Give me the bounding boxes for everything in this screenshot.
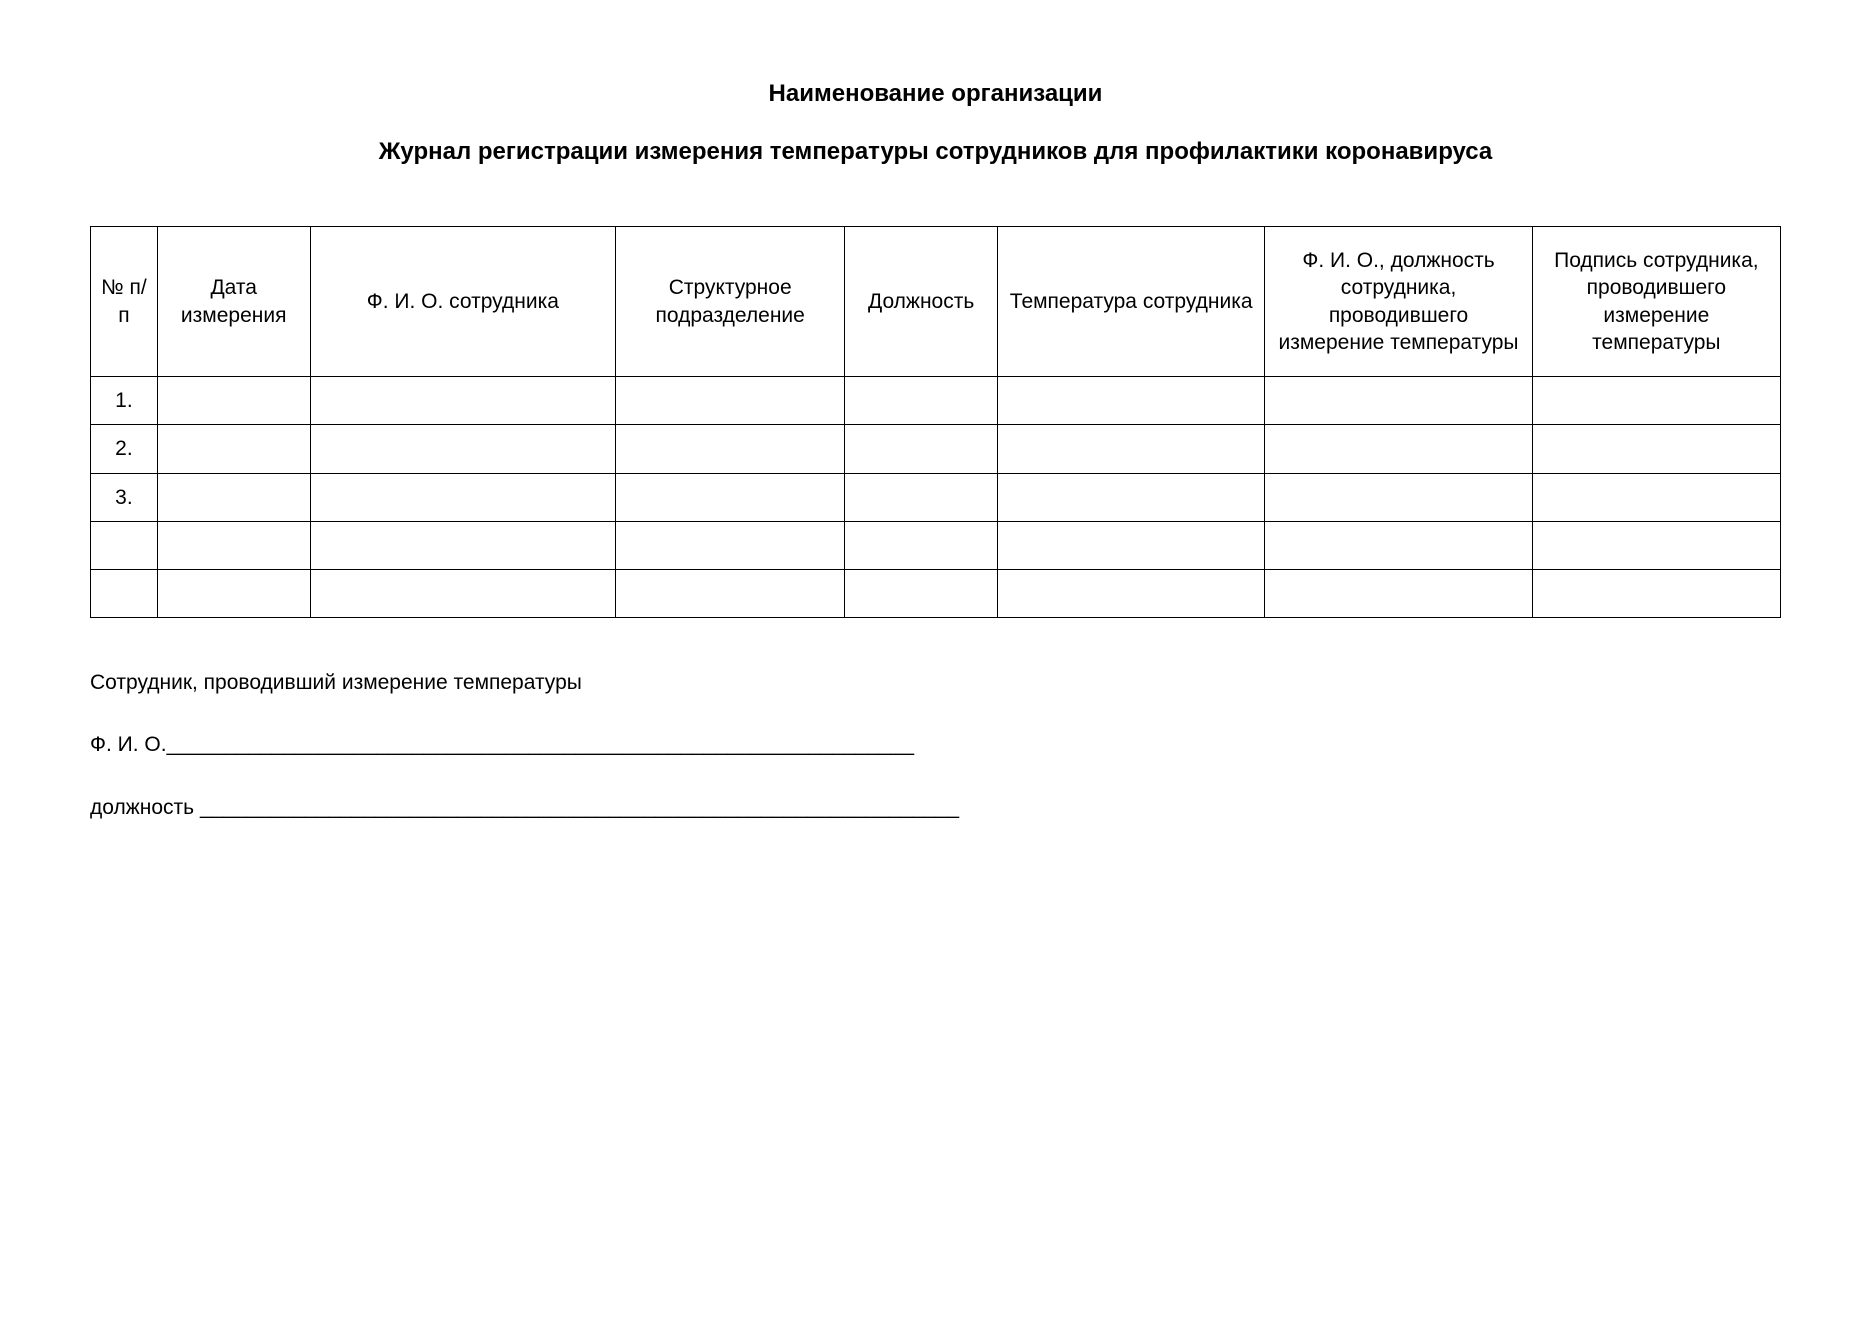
table-row (91, 569, 1781, 617)
cell-number: 1. (91, 377, 158, 425)
cell-date (157, 521, 310, 569)
col-header-signature: Подпись сотрудника, проводившего измерен… (1532, 227, 1780, 377)
table-row: 3. (91, 473, 1781, 521)
col-header-temperature: Температура сотрудника (998, 227, 1265, 377)
col-header-position: Должность (845, 227, 998, 377)
footer-section: Сотрудник, проводивший измерение темпера… (90, 658, 1781, 833)
cell-employee-name (310, 473, 616, 521)
cell-measurer (1265, 425, 1532, 473)
cell-measurer (1265, 473, 1532, 521)
organization-title: Наименование организации (90, 80, 1781, 108)
cell-signature (1532, 569, 1780, 617)
cell-employee-name (310, 521, 616, 569)
cell-department (616, 521, 845, 569)
footer-position-line: должность ______________________________… (90, 783, 1781, 833)
cell-department (616, 473, 845, 521)
cell-signature (1532, 425, 1780, 473)
cell-date (157, 473, 310, 521)
col-header-employee-name: Ф. И. О. сотрудника (310, 227, 616, 377)
cell-temperature (998, 521, 1265, 569)
cell-measurer (1265, 377, 1532, 425)
cell-date (157, 425, 310, 473)
document-title: Журнал регистрации измерения температуры… (90, 138, 1781, 166)
cell-employee-name (310, 377, 616, 425)
col-header-department: Структурное подразделение (616, 227, 845, 377)
cell-temperature (998, 473, 1265, 521)
cell-signature (1532, 473, 1780, 521)
cell-temperature (998, 377, 1265, 425)
cell-date (157, 569, 310, 617)
cell-date (157, 377, 310, 425)
cell-position (845, 521, 998, 569)
cell-department (616, 569, 845, 617)
cell-number: 2. (91, 425, 158, 473)
col-header-number: № п/п (91, 227, 158, 377)
temperature-log-table: № п/п Дата измерения Ф. И. О. сотрудника… (90, 226, 1781, 618)
cell-signature (1532, 377, 1780, 425)
col-header-date: Дата измерения (157, 227, 310, 377)
cell-number (91, 521, 158, 569)
cell-position (845, 377, 998, 425)
cell-department (616, 425, 845, 473)
footer-measurer-label: Сотрудник, проводивший измерение темпера… (90, 658, 1781, 708)
cell-department (616, 377, 845, 425)
cell-temperature (998, 425, 1265, 473)
cell-employee-name (310, 569, 616, 617)
cell-number: 3. (91, 473, 158, 521)
table-header-row: № п/п Дата измерения Ф. И. О. сотрудника… (91, 227, 1781, 377)
table-row: 1. (91, 377, 1781, 425)
table-row: 2. (91, 425, 1781, 473)
cell-number (91, 569, 158, 617)
cell-measurer (1265, 569, 1532, 617)
table-row (91, 521, 1781, 569)
cell-temperature (998, 569, 1265, 617)
footer-fio-line: Ф. И. О.________________________________… (90, 720, 1781, 770)
cell-position (845, 569, 998, 617)
cell-signature (1532, 521, 1780, 569)
col-header-measurer: Ф. И. О., должность сотрудника, проводив… (1265, 227, 1532, 377)
cell-measurer (1265, 521, 1532, 569)
cell-position (845, 425, 998, 473)
cell-position (845, 473, 998, 521)
cell-employee-name (310, 425, 616, 473)
